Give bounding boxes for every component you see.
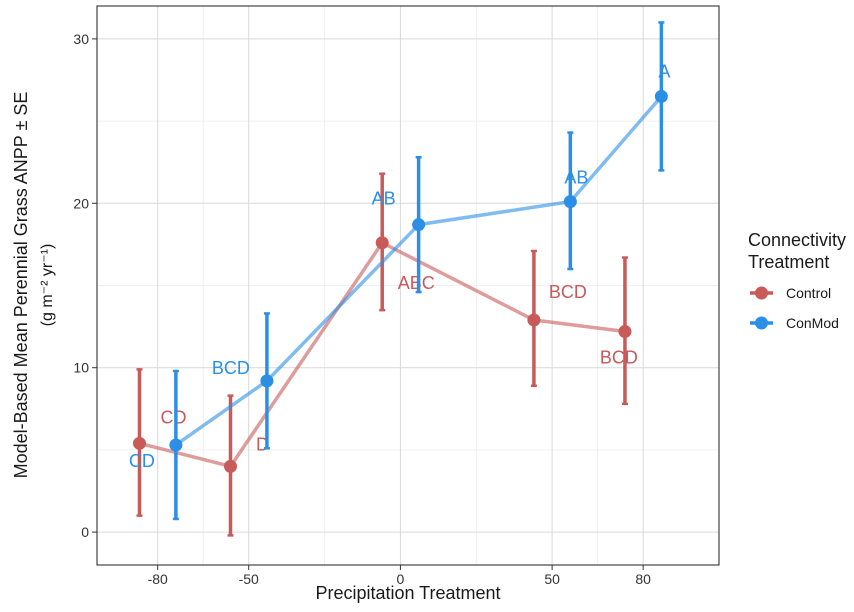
- data-point: [618, 325, 632, 339]
- y-tick-label: 30: [73, 31, 89, 47]
- x-tick-label: 50: [544, 571, 560, 587]
- data-label: AB: [372, 189, 396, 209]
- x-tick-label: 0: [397, 571, 405, 587]
- data-point: [527, 313, 541, 327]
- legend-items: Control ConMod: [750, 285, 839, 331]
- y-axis-title-line1: Model-Based Mean Perennial Grass ANPP ± …: [11, 92, 31, 479]
- legend-item-conmod: ConMod: [750, 315, 839, 331]
- data-label: AB: [564, 168, 588, 188]
- data-label: CD: [160, 407, 186, 427]
- data-label: BCD: [212, 358, 250, 378]
- legend-title-line1: Connectivity: [748, 230, 846, 250]
- y-tick-label: 0: [81, 524, 89, 540]
- legend-title-line2: Treatment: [748, 252, 829, 272]
- data-label: ABC: [398, 273, 435, 293]
- data-point: [563, 195, 577, 209]
- legend-key-point: [755, 286, 768, 300]
- data-label: BCD: [600, 348, 638, 368]
- data-point: [260, 374, 274, 388]
- data-point: [132, 436, 146, 450]
- x-tick-label: -50: [239, 571, 259, 587]
- legend-key-point: [755, 316, 768, 330]
- data-point: [224, 459, 238, 473]
- data-label: A: [658, 61, 670, 81]
- axis-ticks: -80 -50 0 50 80 0 10 20 30: [73, 31, 651, 587]
- data-label: CD: [129, 451, 155, 471]
- legend-label: Control: [786, 285, 831, 301]
- y-tick-label: 10: [73, 360, 89, 376]
- x-tick-label: 80: [635, 571, 651, 587]
- legend-item-control: Control: [750, 285, 831, 301]
- data-point: [654, 89, 668, 103]
- plot-panel-border: [96, 5, 720, 566]
- data-point: [375, 236, 389, 250]
- x-axis-title: Precipitation Treatment: [315, 583, 500, 603]
- data-point: [169, 438, 183, 452]
- major-gridlines: [97, 6, 719, 565]
- data-point: [412, 218, 426, 232]
- legend: Connectivity Treatment Control ConMod: [748, 230, 846, 331]
- y-tick-label: 20: [73, 195, 89, 211]
- x-tick-label: -80: [148, 571, 168, 587]
- data-label: BCD: [549, 282, 587, 302]
- legend-label: ConMod: [786, 315, 839, 331]
- series-conmod: CD BCD AB AB A: [129, 21, 670, 521]
- minor-gridlines: [97, 6, 719, 565]
- y-axis-title-line2: (g m⁻² yr⁻¹): [39, 244, 56, 327]
